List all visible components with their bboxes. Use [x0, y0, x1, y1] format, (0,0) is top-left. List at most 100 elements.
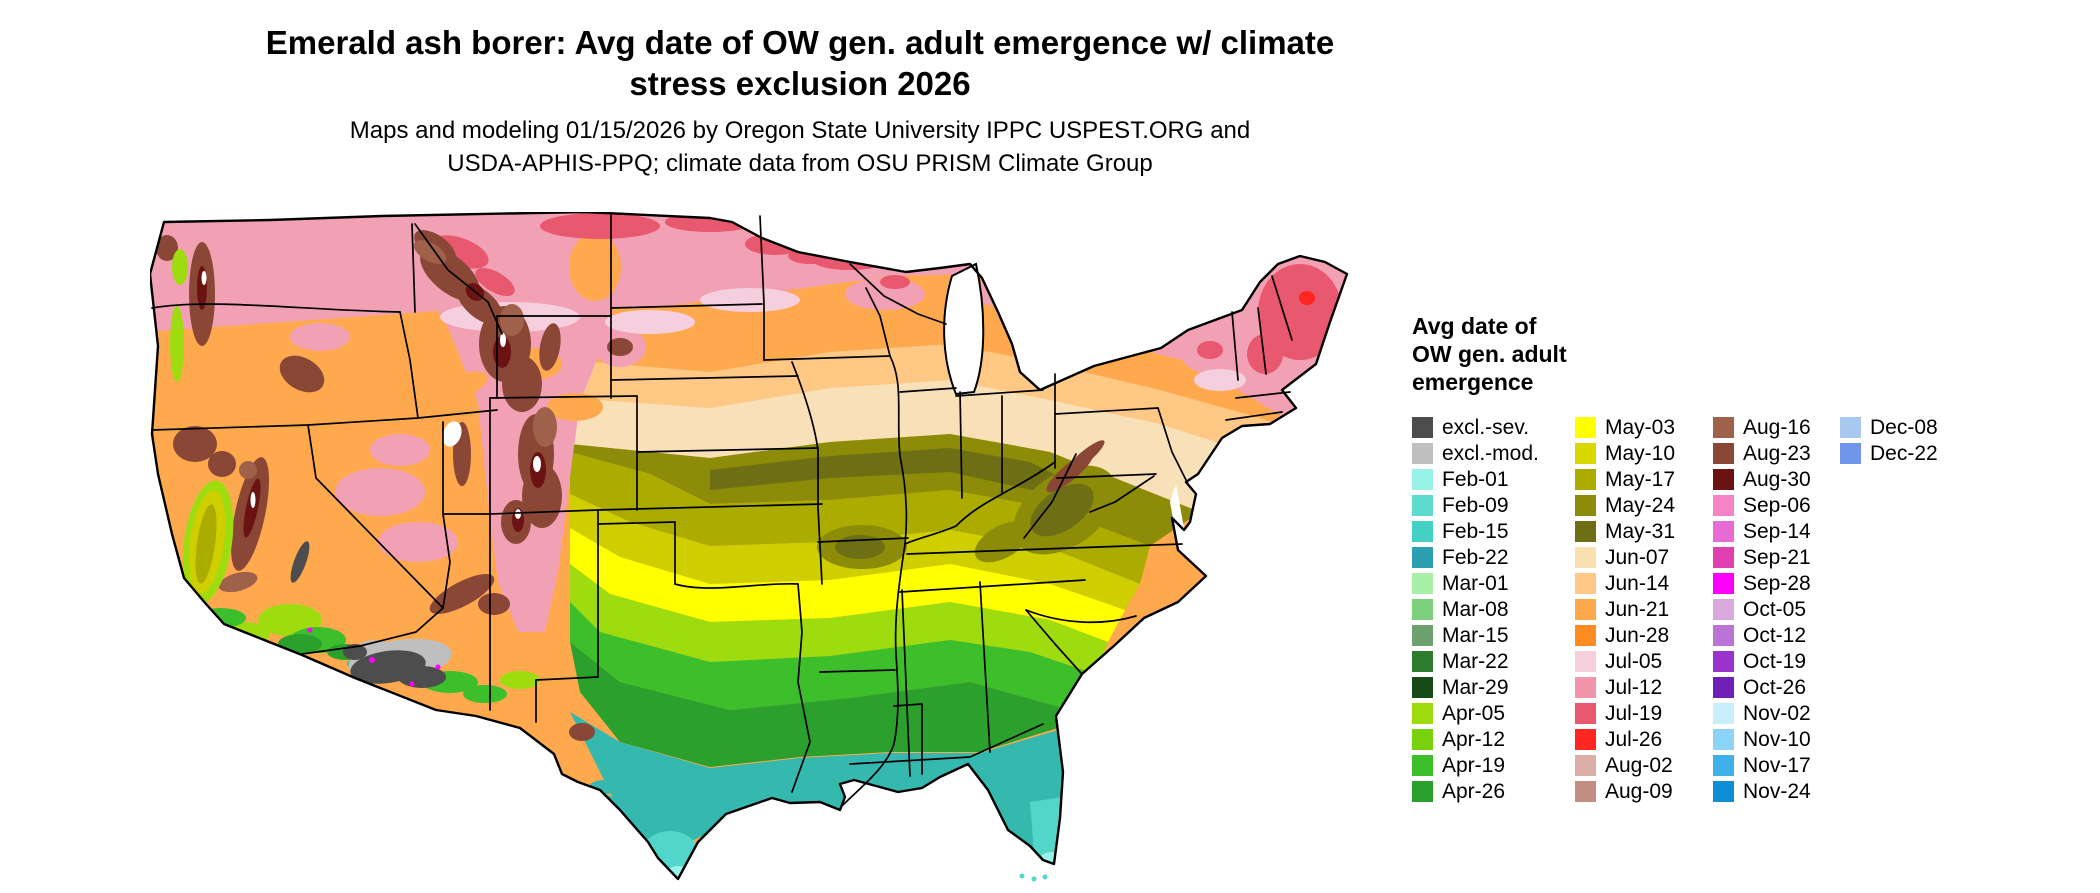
legend-label: Apr-26 [1442, 779, 1506, 803]
legend-row: Nov-02 [1713, 700, 1840, 726]
legend-swatch [1713, 702, 1734, 724]
legend-label: Aug-02 [1605, 753, 1673, 777]
legend-row: Apr-19 [1412, 752, 1575, 778]
great-salt-lake [442, 421, 462, 447]
legend-swatch [1412, 572, 1433, 594]
legend-swatch [1412, 416, 1433, 438]
legend-swatch [1575, 598, 1596, 620]
legend-swatch [1713, 728, 1734, 750]
map-fill-layers [150, 212, 1347, 879]
legend-row: Oct-19 [1713, 648, 1840, 674]
legend-row: Apr-12 [1412, 726, 1575, 752]
legend-row: Sep-06 [1713, 492, 1840, 518]
legend-swatch [1412, 494, 1433, 516]
page-title-line1: Emerald ash borer: Avg date of OW gen. a… [265, 24, 1335, 61]
band-apr12 [570, 602, 1095, 710]
legend-row: May-24 [1575, 492, 1713, 518]
legend-label: Oct-05 [1743, 597, 1807, 621]
band-may31 [710, 448, 1090, 494]
legend-swatch [1575, 520, 1596, 542]
legend-swatch [1713, 780, 1734, 802]
legend-label: May-24 [1605, 493, 1676, 517]
sienna-patches [218, 240, 557, 593]
legend-row: Mar-15 [1412, 622, 1575, 648]
legend-label: Jun-21 [1605, 597, 1670, 621]
legend-swatch [1575, 572, 1596, 594]
legend-label: Jun-07 [1605, 545, 1670, 569]
legend-swatch [1713, 650, 1734, 672]
header: Emerald ash borer: Avg date of OW gen. a… [100, 22, 1500, 180]
legend-label: Apr-19 [1442, 753, 1506, 777]
legend-label: Oct-26 [1743, 675, 1807, 699]
us-map-svg [148, 210, 1349, 882]
legend-swatch [1713, 572, 1734, 594]
page-title-line2: stress exclusion 2026 [629, 65, 971, 102]
legend-label: Nov-17 [1743, 753, 1811, 777]
legend-label: Jul-26 [1605, 727, 1663, 751]
legend-swatch [1412, 676, 1433, 698]
legend-swatch [1412, 624, 1433, 646]
legend-row: Jun-28 [1575, 622, 1713, 648]
legend-swatch [1575, 494, 1596, 516]
legend-label: Feb-22 [1442, 545, 1509, 569]
legend-column-2: May-03 May-10 May-17 May-24 [1575, 414, 1713, 804]
legend-swatch [1412, 728, 1433, 750]
legend-swatch [1575, 780, 1596, 802]
legend-label: Aug-16 [1743, 415, 1811, 439]
legend-row: Sep-21 [1713, 544, 1840, 570]
legend-swatch [1412, 520, 1433, 542]
legend-label: Apr-05 [1442, 701, 1506, 725]
legend: Avg date of OW gen. adult emergence excl… [1412, 312, 2072, 804]
legend-swatch [1412, 468, 1433, 490]
legend-swatch [1713, 520, 1734, 542]
legend-label: Oct-19 [1743, 649, 1807, 673]
chesapeake-bay [1170, 484, 1184, 546]
legend-label: Feb-15 [1442, 519, 1509, 543]
legend-swatch [1713, 754, 1734, 776]
legend-swatch [1575, 650, 1596, 672]
legend-label: Jul-12 [1605, 675, 1663, 699]
legend-swatch [1575, 702, 1596, 724]
legend-row: Aug-23 [1713, 440, 1840, 466]
legend-label: Nov-24 [1743, 779, 1811, 803]
west-orange-basins [412, 233, 621, 421]
legend-row: Dec-22 [1840, 440, 1960, 466]
map-lakes [442, 262, 1184, 546]
legend-row: Jul-05 [1575, 648, 1713, 674]
legend-title-line1: Avg date of [1412, 313, 1537, 339]
legend-swatch [1575, 728, 1596, 750]
band-apr26 [570, 642, 1070, 767]
legend-label: Oct-12 [1743, 623, 1807, 647]
legend-label: May-03 [1605, 415, 1676, 439]
legend-row: Dec-08 [1840, 414, 1960, 440]
subtitle: Maps and modeling 01/15/2026 by Oregon S… [100, 114, 1500, 180]
legend-row: Oct-12 [1713, 622, 1840, 648]
legend-swatch [1713, 442, 1734, 464]
legend-label: Mar-01 [1442, 571, 1509, 595]
legend-swatch [1840, 442, 1861, 464]
legend-row: Sep-14 [1713, 518, 1840, 544]
legend-row: Jul-26 [1575, 726, 1713, 752]
band-jun07 [570, 380, 1347, 522]
legend-label: Dec-08 [1870, 415, 1938, 439]
band-may17 [570, 452, 1150, 584]
legend-label: excl.-mod. [1442, 441, 1539, 465]
legend-label: Jul-19 [1605, 701, 1663, 725]
legend-swatch [1575, 676, 1596, 698]
central-valley-core [195, 504, 217, 584]
legend-row: May-03 [1575, 414, 1713, 440]
lake-michigan [943, 262, 985, 396]
legend-title-line2: OW gen. adult [1412, 341, 1567, 367]
legend-label: Mar-15 [1442, 623, 1509, 647]
legend-row: Feb-09 [1412, 492, 1575, 518]
legend-label: Feb-01 [1442, 467, 1509, 491]
legend-row: Aug-30 [1713, 466, 1840, 492]
legend-swatch [1713, 598, 1734, 620]
legend-label: Aug-23 [1743, 441, 1811, 465]
legend-row: Mar-01 [1412, 570, 1575, 596]
legend-column-1: excl.-sev. excl.-mod. Feb-01 Feb [1412, 414, 1575, 804]
legend-label: Sep-21 [1743, 545, 1811, 569]
legend-swatch [1412, 442, 1433, 464]
us-map [148, 210, 1382, 888]
legend-row: May-17 [1575, 466, 1713, 492]
